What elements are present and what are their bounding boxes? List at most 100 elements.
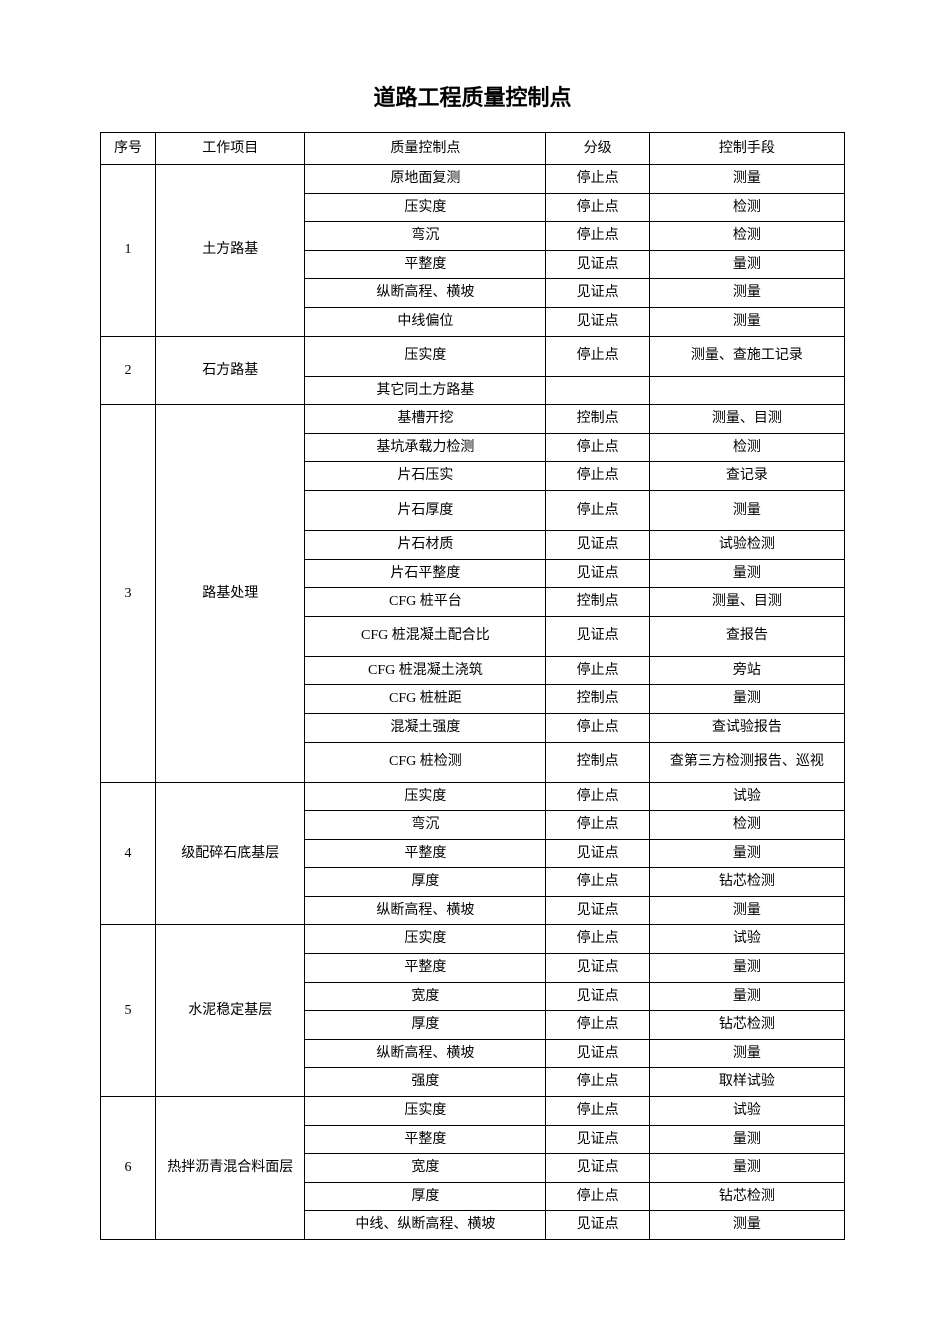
cell-point: 混凝土强度	[305, 713, 546, 742]
cell-level: 停止点	[546, 462, 649, 491]
cell-level: 控制点	[546, 685, 649, 714]
cell-means: 旁站	[649, 656, 844, 685]
cell-means: 测量	[649, 279, 844, 308]
cell-level	[546, 376, 649, 405]
cell-level: 见证点	[546, 307, 649, 336]
cell-means: 测量	[649, 1039, 844, 1068]
cell-level: 见证点	[546, 954, 649, 983]
cell-means: 量测	[649, 839, 844, 868]
cell-level: 停止点	[546, 925, 649, 954]
table-row: 6热拌沥青混合料面层压实度停止点试验	[101, 1097, 845, 1126]
cell-level: 见证点	[546, 559, 649, 588]
cell-project: 水泥稳定基层	[156, 925, 305, 1097]
table-row: 2石方路基压实度停止点测量、查施工记录	[101, 336, 845, 376]
cell-point: 平整度	[305, 1125, 546, 1154]
cell-project: 土方路基	[156, 165, 305, 337]
cell-point: CFG 桩平台	[305, 588, 546, 617]
cell-point: 片石压实	[305, 462, 546, 491]
cell-project: 热拌沥青混合料面层	[156, 1097, 305, 1240]
cell-means: 试验	[649, 782, 844, 811]
cell-means: 测量	[649, 490, 844, 530]
cell-means: 测量	[649, 896, 844, 925]
cell-level: 停止点	[546, 433, 649, 462]
cell-means	[649, 376, 844, 405]
cell-means: 测量、目测	[649, 405, 844, 434]
cell-level: 停止点	[546, 868, 649, 897]
cell-level: 停止点	[546, 336, 649, 376]
table-row: 5水泥稳定基层压实度停止点试验	[101, 925, 845, 954]
cell-point: 压实度	[305, 782, 546, 811]
cell-level: 控制点	[546, 742, 649, 782]
cell-level: 停止点	[546, 193, 649, 222]
cell-means: 测量、查施工记录	[649, 336, 844, 376]
cell-seq: 3	[101, 405, 156, 782]
cell-level: 控制点	[546, 405, 649, 434]
cell-project: 级配碎石底基层	[156, 782, 305, 925]
qc-table: 序号 工作项目 质量控制点 分级 控制手段 1土方路基原地面复测停止点测量压实度…	[100, 132, 845, 1240]
cell-point: CFG 桩检测	[305, 742, 546, 782]
cell-means: 量测	[649, 250, 844, 279]
table-row: 3路基处理基槽开挖控制点测量、目测	[101, 405, 845, 434]
cell-point: 纵断高程、横坡	[305, 279, 546, 308]
cell-level: 停止点	[546, 490, 649, 530]
cell-level: 停止点	[546, 782, 649, 811]
cell-means: 测量	[649, 1211, 844, 1240]
cell-seq: 6	[101, 1097, 156, 1240]
cell-point: CFG 桩混凝土浇筑	[305, 656, 546, 685]
cell-project: 路基处理	[156, 405, 305, 782]
cell-point: CFG 桩桩距	[305, 685, 546, 714]
cell-means: 检测	[649, 193, 844, 222]
cell-means: 检测	[649, 433, 844, 462]
cell-point: 原地面复测	[305, 165, 546, 194]
cell-point: 其它同土方路基	[305, 376, 546, 405]
cell-means: 试验检测	[649, 530, 844, 559]
cell-means: 查报告	[649, 616, 844, 656]
cell-means: 钻芯检测	[649, 868, 844, 897]
cell-means: 量测	[649, 1125, 844, 1154]
cell-means: 量测	[649, 982, 844, 1011]
cell-means: 量测	[649, 954, 844, 983]
cell-level: 见证点	[546, 982, 649, 1011]
cell-level: 停止点	[546, 165, 649, 194]
cell-point: 厚度	[305, 1011, 546, 1040]
cell-level: 停止点	[546, 713, 649, 742]
cell-point: 纵断高程、横坡	[305, 1039, 546, 1068]
cell-means: 试验	[649, 1097, 844, 1126]
table-row: 4级配碎石底基层压实度停止点试验	[101, 782, 845, 811]
cell-point: 平整度	[305, 250, 546, 279]
cell-point: 基槽开挖	[305, 405, 546, 434]
cell-point: 压实度	[305, 193, 546, 222]
cell-means: 查记录	[649, 462, 844, 491]
cell-point: 宽度	[305, 1154, 546, 1183]
cell-level: 见证点	[546, 616, 649, 656]
cell-point: 强度	[305, 1068, 546, 1097]
page-title: 道路工程质量控制点	[100, 80, 845, 112]
col-header-proj: 工作项目	[156, 133, 305, 165]
cell-means: 取样试验	[649, 1068, 844, 1097]
cell-level: 停止点	[546, 1068, 649, 1097]
cell-point: 压实度	[305, 1097, 546, 1126]
cell-level: 停止点	[546, 656, 649, 685]
cell-point: 纵断高程、横坡	[305, 896, 546, 925]
cell-point: 弯沉	[305, 222, 546, 251]
cell-means: 测量	[649, 307, 844, 336]
cell-point: 片石平整度	[305, 559, 546, 588]
cell-point: 片石厚度	[305, 490, 546, 530]
cell-level: 见证点	[546, 279, 649, 308]
cell-seq: 4	[101, 782, 156, 925]
cell-means: 钻芯检测	[649, 1011, 844, 1040]
table-header-row: 序号 工作项目 质量控制点 分级 控制手段	[101, 133, 845, 165]
cell-level: 见证点	[546, 250, 649, 279]
cell-means: 量测	[649, 559, 844, 588]
cell-means: 量测	[649, 685, 844, 714]
cell-means: 查第三方检测报告、巡视	[649, 742, 844, 782]
cell-point: 平整度	[305, 954, 546, 983]
col-header-level: 分级	[546, 133, 649, 165]
cell-means: 试验	[649, 925, 844, 954]
cell-seq: 5	[101, 925, 156, 1097]
cell-level: 见证点	[546, 1125, 649, 1154]
col-header-point: 质量控制点	[305, 133, 546, 165]
cell-seq: 1	[101, 165, 156, 337]
cell-means: 测量、目测	[649, 588, 844, 617]
cell-point: 压实度	[305, 336, 546, 376]
